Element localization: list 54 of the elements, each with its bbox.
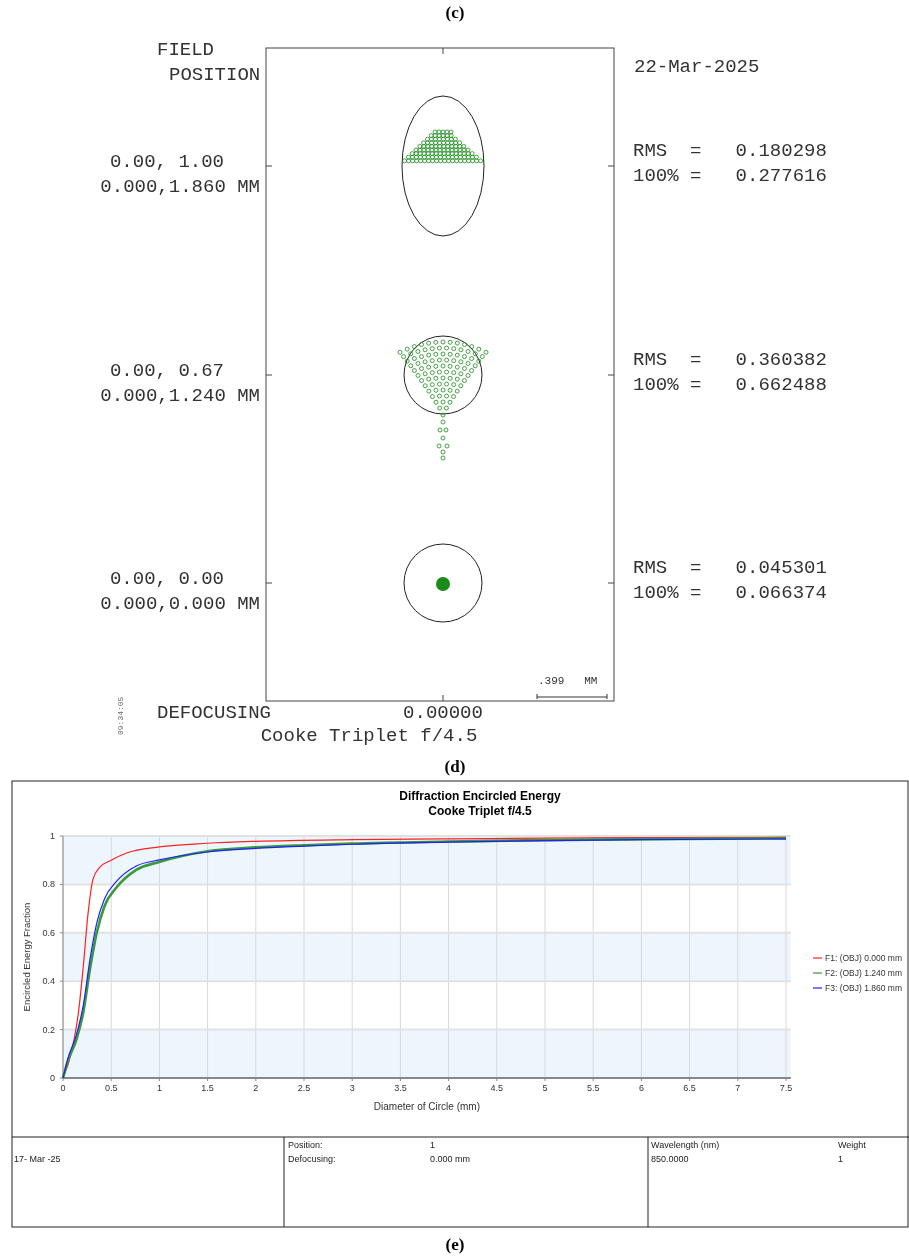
x-tick-label: 0.5 — [104, 1083, 118, 1093]
text: 0.00000 — [403, 702, 483, 724]
text: 0.00, 0.67 0.000,1.240 MM — [100, 360, 260, 407]
x-tick-label: 1.5 — [201, 1083, 214, 1093]
text: DEFOCUSING — [157, 702, 272, 724]
x-tick-label: 0 — [60, 1083, 66, 1093]
y-axis-title: Encircled Energy Fraction — [21, 902, 32, 1012]
text: (d) — [444, 757, 466, 776]
x-tick-label: 5.5 — [586, 1083, 600, 1093]
text: RMS = 0.045301 100% = 0.066374 — [633, 557, 827, 604]
x-tick-label: 6 — [638, 1083, 644, 1093]
x-tick-label: 4 — [446, 1083, 452, 1093]
y-tick-label: 0.8 — [42, 879, 55, 890]
text: RMS = 0.360382 100% = 0.662488 — [633, 349, 827, 396]
y-tick-label: 0 — [49, 1073, 55, 1083]
text: (c) — [445, 3, 465, 22]
chart-subtitle: Cooke Triplet f/4.5 — [428, 804, 533, 818]
text: (e) — [445, 1235, 465, 1254]
text: 17- Mar -25 — [14, 1154, 61, 1164]
text: 0.00, 1.00 0.000,1.860 MM — [100, 151, 260, 198]
text: Defocusing: — [288, 1154, 336, 1164]
text: .399 MM — [538, 675, 598, 687]
text: 09:34:05 — [116, 696, 125, 735]
text: 1 — [430, 1140, 436, 1150]
text: 22-Mar-2025 — [634, 56, 760, 78]
text: 0.00, 0.00 0.000,0.000 MM — [100, 568, 260, 615]
x-tick-label: 3 — [349, 1083, 355, 1093]
text: FIELD POSITION — [157, 39, 261, 86]
x-tick-label: 6.5 — [683, 1083, 696, 1093]
x-tick-label: 4.5 — [490, 1083, 504, 1093]
x-tick-label: 1 — [156, 1083, 162, 1093]
text: RMS = 0.180298 100% = 0.277616 — [633, 140, 827, 187]
y-tick-label: 1 — [49, 831, 55, 841]
legend-label: F3: (OBJ) 1.860 mm — [825, 983, 902, 993]
chart-title: Diffraction Encircled Energy — [399, 789, 562, 803]
text: 850.0000 — [651, 1154, 689, 1164]
x-tick-label: 2.5 — [297, 1083, 311, 1093]
y-tick-label: 0.6 — [42, 927, 55, 938]
text: Weight — [838, 1140, 867, 1150]
x-tick-label: 5 — [542, 1083, 548, 1093]
text: 1 — [838, 1154, 844, 1164]
y-tick-label: 0.4 — [42, 976, 55, 987]
x-tick-label: 7 — [735, 1083, 741, 1093]
x-tick-label: 3.5 — [394, 1083, 407, 1093]
text: 0.000 mm — [430, 1154, 471, 1164]
x-tick-label: 2 — [253, 1083, 259, 1093]
text: Cooke Triplet f/4.5 — [260, 725, 478, 747]
legend-label: F2: (OBJ) 1.240 mm — [825, 968, 902, 978]
x-axis-title: Diameter of Circle (mm) — [373, 1101, 480, 1112]
text: Wavelength (nm) — [651, 1140, 720, 1150]
legend-label: F1: (OBJ) 0.000 mm — [825, 953, 902, 963]
x-tick-label: 7.5 — [779, 1083, 793, 1093]
y-tick-label: 0.2 — [42, 1024, 55, 1035]
text: Position: — [288, 1140, 323, 1150]
